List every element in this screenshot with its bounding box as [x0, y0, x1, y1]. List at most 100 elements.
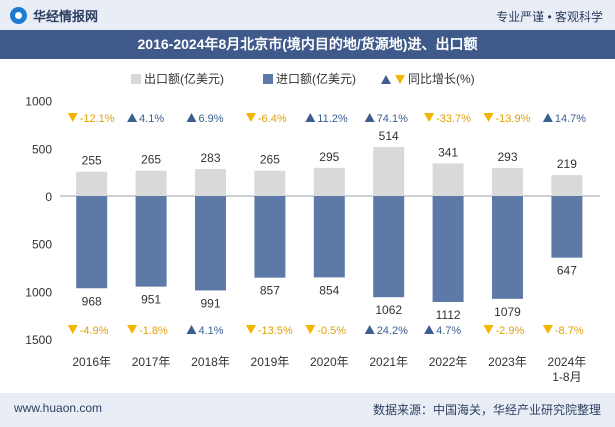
chart-title: 2016-2024年8月北京市(境内目的地/货源地)进、出口额 — [0, 30, 615, 59]
export-value-label: 341 — [438, 146, 458, 160]
import-bar — [373, 196, 405, 298]
export-value-label: 293 — [497, 150, 517, 164]
legend-export-label: 出口额(亿美元) — [144, 71, 224, 86]
export-yoy-label: 74.1% — [377, 113, 408, 125]
yoy-up-icon — [424, 325, 435, 334]
import-bar — [195, 196, 226, 291]
export-bar — [313, 167, 345, 196]
export-yoy-label: -33.7% — [436, 113, 471, 125]
import-bar — [492, 196, 523, 299]
export-yoy-label: -12.1% — [80, 113, 115, 125]
import-bar — [76, 196, 108, 289]
export-value-label: 265 — [260, 153, 280, 167]
x-tick-label: 2021年 — [369, 355, 408, 369]
yoy-up-icon — [364, 113, 375, 122]
x-tick-label: 2020年 — [310, 355, 349, 369]
x-tick-label: 2022年 — [429, 355, 468, 369]
x-tick-label: 2024年 — [548, 355, 587, 369]
import-yoy-label: -1.8% — [139, 325, 168, 337]
yoy-down-icon — [542, 325, 553, 334]
import-value-label: 991 — [200, 296, 220, 310]
legend-import-label: 进口额(亿美元) — [276, 71, 356, 86]
export-value-label: 283 — [200, 151, 220, 165]
import-yoy-label: -8.7% — [555, 325, 584, 337]
export-value-label: 265 — [141, 153, 161, 167]
import-yoy-label: -2.9% — [496, 325, 525, 337]
import-value-label: 1062 — [375, 303, 402, 317]
y-tick-label: 1000 — [25, 95, 52, 109]
brand-name: 华经情报网 — [33, 9, 99, 24]
y-tick-label: 500 — [32, 142, 52, 156]
brand-logo: 华经情报网 — [10, 6, 98, 25]
export-yoy-label: 11.2% — [317, 113, 348, 125]
yoy-up-icon — [364, 325, 375, 334]
import-value-label: 1079 — [494, 305, 521, 319]
export-bar — [76, 171, 108, 196]
x-tick-label: 2023年 — [488, 355, 527, 369]
chart-area: 出口额(亿美元) 进口额(亿美元) 同比增长(%) 1000 500 0 500 1000 15… — [25, 71, 600, 384]
website-link[interactable]: www.huaon.com — [14, 401, 103, 415]
yoy-down-icon — [67, 113, 78, 122]
export-value-label: 255 — [82, 154, 102, 168]
y-tick-label: 1500 — [25, 333, 52, 347]
yoy-up-icon — [127, 113, 138, 122]
top-banner: 华经情报网 专业严谨 • 客观科学 — [0, 0, 615, 30]
export-bar — [195, 169, 226, 196]
export-bar — [373, 147, 405, 196]
yoy-up-icon — [186, 113, 197, 122]
import-value-label: 857 — [260, 284, 280, 298]
yoy-up-icon — [186, 325, 197, 334]
yoy-down-icon — [127, 325, 138, 334]
import-value-label: 854 — [319, 283, 339, 297]
export-bar — [551, 175, 583, 196]
import-bar — [432, 196, 464, 302]
export-yoy-label: -13.9% — [496, 113, 531, 125]
tagline: 专业严谨 • 客观科学 — [496, 10, 603, 24]
yoy-up-icon — [305, 113, 316, 122]
import-yoy-label: 4.1% — [199, 325, 224, 337]
yoy-up-icon — [542, 113, 553, 122]
yoy-down-icon — [245, 325, 256, 334]
yoy-down-icon — [245, 113, 256, 122]
yoy-down-icon — [305, 325, 316, 334]
export-bar — [492, 168, 523, 196]
import-yoy-label: 4.7% — [436, 325, 461, 337]
x-tick-label: 2019年 — [251, 355, 290, 369]
import-value-label: 951 — [141, 293, 161, 307]
export-yoy-label: 4.1% — [139, 113, 164, 125]
import-value-label: 968 — [82, 294, 102, 308]
legend-yoy-label: 同比增长(%) — [408, 72, 475, 86]
footer-bar: www.huaon.com 数据来源：中国海关，华经产业研究院整理 — [0, 393, 615, 427]
export-value-label: 514 — [379, 129, 399, 143]
import-yoy-label: -4.9% — [80, 325, 109, 337]
x-tick-label: 2016年 — [72, 355, 111, 369]
logo-icon — [10, 7, 27, 24]
legend-export-swatch — [131, 74, 141, 84]
export-yoy-label: 6.9% — [199, 113, 224, 125]
legend-up-triangle — [381, 75, 391, 84]
import-value-label: 647 — [557, 264, 577, 278]
import-bar — [254, 196, 286, 278]
export-yoy-label: 14.7% — [555, 113, 586, 125]
yoy-down-icon — [483, 325, 494, 334]
export-yoy-label: -6.4% — [258, 113, 287, 125]
import-bar — [551, 196, 583, 258]
y-tick-label: 500 — [32, 238, 52, 252]
x-tick-label: 2017年 — [132, 355, 171, 369]
export-bar — [254, 170, 286, 196]
y-tick-label: 1000 — [25, 285, 52, 299]
yoy-down-icon — [483, 113, 494, 122]
data-source: 数据来源：中国海关，华经产业研究院整理 — [372, 403, 601, 417]
import-yoy-label: -13.5% — [258, 325, 293, 337]
export-value-label: 295 — [319, 150, 339, 164]
export-value-label: 219 — [557, 157, 577, 171]
export-bar — [135, 170, 167, 196]
x-tick-label: 2018年 — [191, 355, 230, 369]
export-bar — [432, 163, 464, 196]
import-yoy-label: -0.5% — [317, 325, 346, 337]
yoy-down-icon — [424, 113, 435, 122]
legend-down-triangle — [395, 75, 405, 84]
x-tick-label: 1-8月 — [552, 370, 581, 384]
import-yoy-label: 24.2% — [377, 325, 408, 337]
yoy-down-icon — [67, 325, 78, 334]
